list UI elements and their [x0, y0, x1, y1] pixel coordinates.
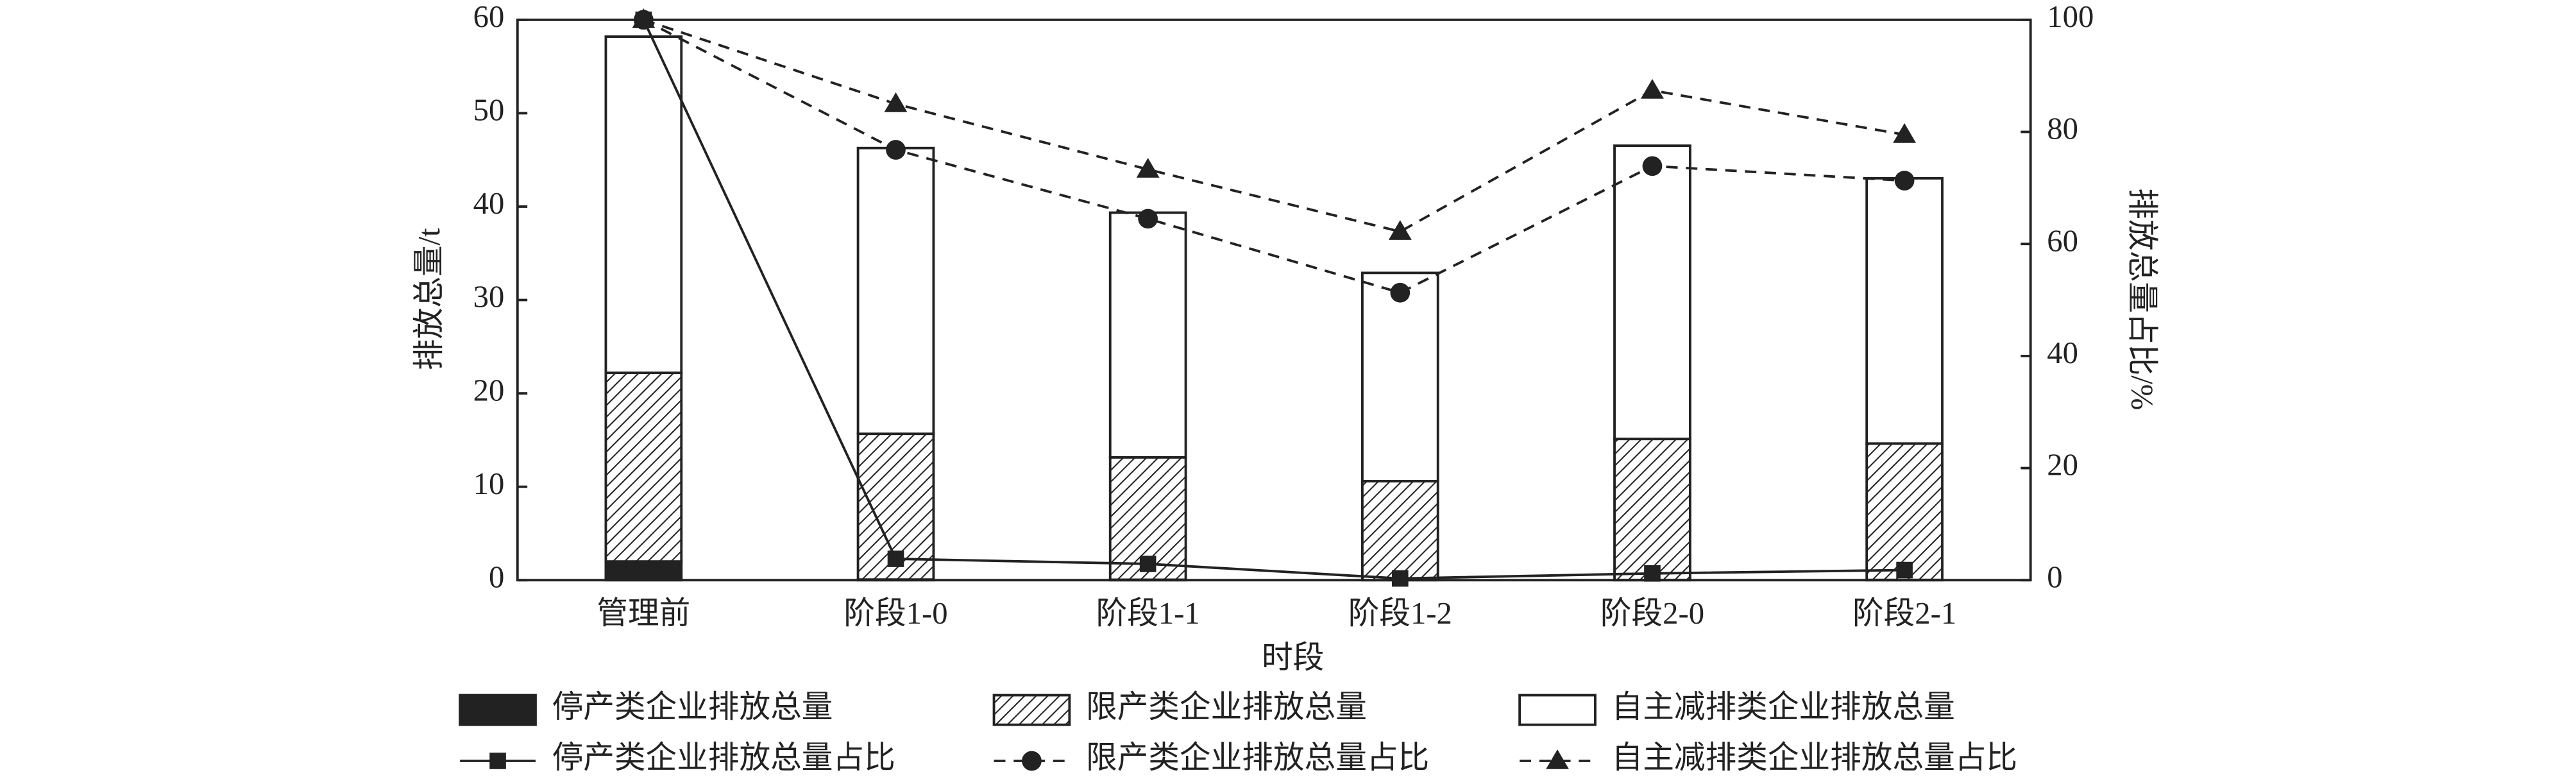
bar-segment	[604, 560, 683, 582]
line-series	[642, 19, 1905, 580]
line-marker	[1893, 123, 1917, 143]
y-tick-label: 20	[473, 373, 505, 407]
x-tick-label: 阶段1-1	[1096, 596, 1200, 631]
legend-label: 限产类企业排放总量	[1086, 690, 1367, 724]
line-marker	[1896, 561, 1913, 579]
line-marker	[884, 92, 908, 112]
bar-segment	[1865, 442, 1944, 581]
y2-tick-label: 0	[2047, 559, 2062, 594]
bar-segment	[1360, 271, 1439, 482]
bar-segment	[1108, 211, 1187, 459]
y-tick-label: 0	[489, 559, 504, 594]
legend-swatch	[1518, 694, 1597, 726]
legend-label: 停产类企业排放总量	[552, 690, 833, 724]
legend-label: 自主减排类企业排放总量	[1612, 690, 1955, 724]
line-marker	[1139, 556, 1157, 572]
legend-swatch	[992, 694, 1071, 726]
plot-frame	[516, 18, 2032, 582]
line-marker	[1390, 282, 1411, 303]
y2-tick-label: 100	[2047, 0, 2094, 34]
x-tick-label: 管理前	[597, 596, 690, 631]
y2-tick-label: 80	[2047, 112, 2078, 146]
y2-axis-title: 排放总量占比/%	[2125, 188, 2160, 410]
legend-label: 限产类企业排放总量占比	[1086, 740, 1429, 775]
bar-segment	[1613, 144, 1691, 441]
y2-tick-label: 20	[2047, 448, 2078, 482]
x-tick-label: 阶段1-2	[1348, 596, 1452, 631]
line-series	[643, 19, 1905, 294]
line-marker	[1894, 171, 1915, 191]
y-tick-label: 50	[473, 93, 505, 128]
line-marker	[1391, 570, 1409, 587]
line-marker	[887, 550, 904, 567]
line-series	[643, 19, 1905, 234]
bar-segment	[1360, 480, 1439, 582]
y-tick-label: 40	[473, 186, 505, 221]
line-marker	[632, 8, 656, 28]
legend-label: 停产类企业排放总量占比	[552, 740, 895, 775]
legend-label: 自主减排类企业排放总量占比	[1612, 740, 2018, 775]
line-marker	[1136, 158, 1160, 178]
y-tick-label: 60	[473, 0, 505, 34]
bar-segment	[856, 146, 935, 436]
line-marker	[1642, 156, 1663, 176]
line-marker	[886, 140, 906, 160]
bar-segment	[604, 35, 683, 375]
line-marker	[1641, 78, 1664, 99]
x-axis-title: 时段	[1262, 640, 1324, 675]
y2-tick-label: 60	[2047, 223, 2078, 258]
line-marker	[1644, 565, 1661, 582]
x-tick-label: 阶段2-1	[1852, 596, 1956, 631]
y-axis-title: 排放总量/t	[412, 228, 446, 370]
bar-segment	[1865, 176, 1944, 445]
legend-marker	[489, 753, 506, 769]
x-tick-label: 阶段1-0	[843, 596, 947, 631]
y2-tick-label: 40	[2047, 336, 2078, 370]
bar-segment	[604, 371, 683, 563]
y-tick-label: 30	[473, 280, 505, 314]
legend-swatch	[459, 694, 537, 726]
bar-segment	[1613, 438, 1691, 581]
line-marker	[1138, 209, 1158, 229]
line-marker	[1388, 220, 1412, 240]
x-tick-label: 阶段2-0	[1600, 596, 1704, 631]
legend-marker	[1546, 749, 1569, 769]
legend-marker	[1022, 751, 1042, 771]
y-tick-label: 10	[473, 466, 505, 501]
